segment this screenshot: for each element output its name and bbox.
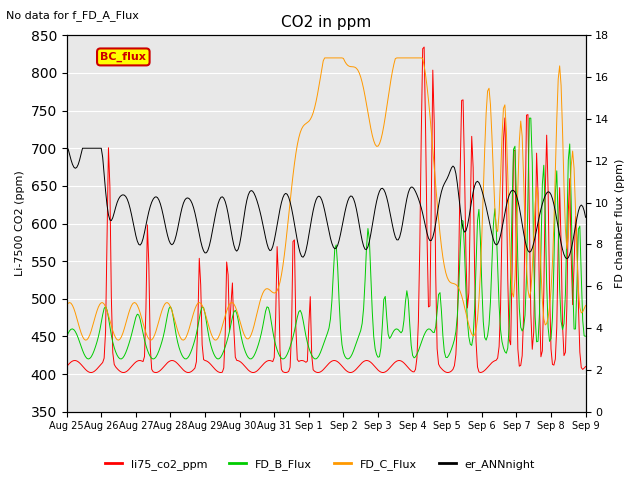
Y-axis label: Li-7500 CO2 (ppm): Li-7500 CO2 (ppm) [15,170,25,276]
Text: No data for f_FD_A_Flux: No data for f_FD_A_Flux [6,10,140,21]
Title: CO2 in ppm: CO2 in ppm [281,15,371,30]
Legend: li75_co2_ppm, FD_B_Flux, FD_C_Flux, er_ANNnight: li75_co2_ppm, FD_B_Flux, FD_C_Flux, er_A… [100,455,540,474]
Y-axis label: FD chamber flux (ppm): FD chamber flux (ppm) [615,159,625,288]
Text: BC_flux: BC_flux [100,52,147,62]
